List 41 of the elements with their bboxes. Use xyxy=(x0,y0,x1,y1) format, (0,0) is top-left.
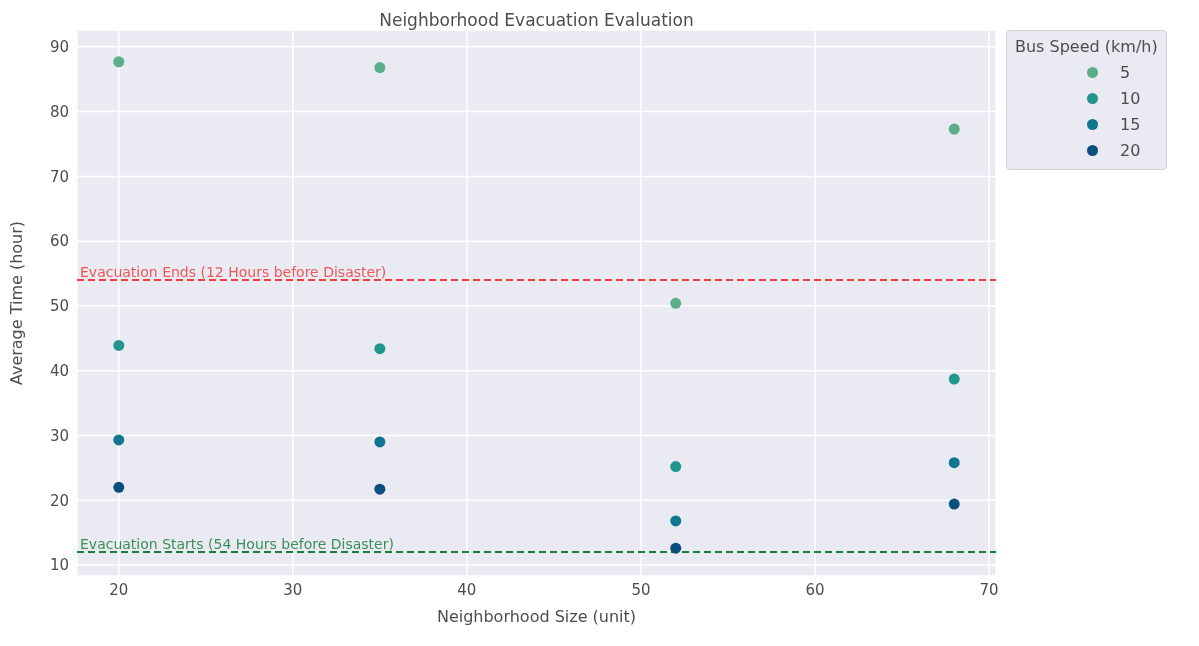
legend-label: 20 xyxy=(1120,140,1141,160)
y-tick-label: 90 xyxy=(49,38,69,57)
y-tick-label: 80 xyxy=(49,102,69,121)
x-tick-label: 30 xyxy=(283,580,303,599)
point xyxy=(948,123,960,135)
point xyxy=(374,343,386,355)
legend-title: Bus Speed (km/h) xyxy=(1015,37,1158,56)
point xyxy=(948,498,960,510)
point xyxy=(670,297,682,309)
point xyxy=(113,56,125,68)
y-tick-label: 60 xyxy=(49,232,69,251)
x-tick-label: 40 xyxy=(457,580,477,599)
x-tick-label: 20 xyxy=(109,580,129,599)
point xyxy=(374,483,386,495)
y-axis-title: Average Time (hour) xyxy=(6,220,26,386)
point xyxy=(374,62,386,74)
y-tick-label: 40 xyxy=(49,362,69,381)
y-tick-label: 20 xyxy=(49,491,69,510)
x-tick-label: 50 xyxy=(631,580,651,599)
legend-label: 10 xyxy=(1120,88,1141,108)
y-tick-label: 70 xyxy=(49,167,69,186)
y-tick-label: 50 xyxy=(49,297,69,316)
y-tick-label: 30 xyxy=(49,426,69,445)
point xyxy=(670,515,682,527)
point xyxy=(113,481,125,493)
point xyxy=(113,434,125,446)
ref-line-label: Evacuation Ends (12 Hours before Disaster) xyxy=(80,264,387,281)
x-tick-label: 70 xyxy=(979,580,999,599)
x-axis-title: Neighborhood Size (unit) xyxy=(436,607,637,626)
point xyxy=(948,457,960,469)
legend-label: 5 xyxy=(1120,62,1131,82)
y-tick-label: 10 xyxy=(49,556,69,575)
point xyxy=(670,542,682,554)
point xyxy=(374,436,386,448)
point xyxy=(113,339,125,351)
point xyxy=(670,461,682,473)
point xyxy=(948,373,960,385)
legend-label: 15 xyxy=(1120,114,1141,134)
ref-line-label: Evacuation Starts (54 Hours before Disaster) xyxy=(80,536,394,553)
chart-title: Neighborhood Evacuation Evaluation xyxy=(378,10,695,30)
x-tick-label: 60 xyxy=(805,580,825,599)
